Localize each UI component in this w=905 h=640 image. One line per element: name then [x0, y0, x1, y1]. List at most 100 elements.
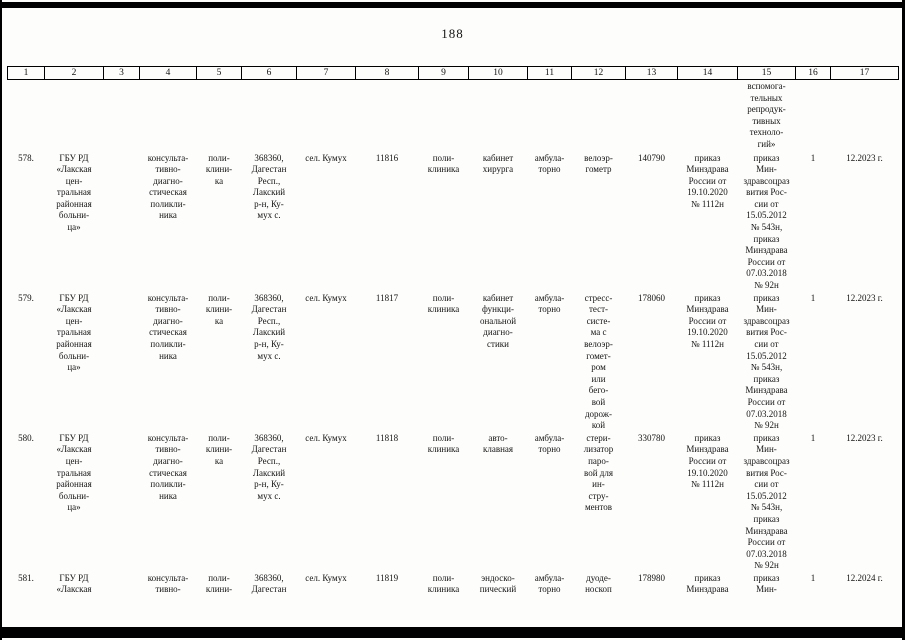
table-cell — [140, 80, 197, 152]
table-cell — [104, 80, 140, 152]
table-cell: приказ Мин- — [753, 572, 780, 595]
table-cell: 1 — [810, 432, 816, 443]
table-row-581: 581. ГБУ РД «Лакская консульта- тивно- п… — [8, 572, 899, 640]
table-cell: 178060 — [638, 292, 665, 303]
table-cell: 578. — [18, 152, 34, 163]
table-cell — [45, 80, 104, 152]
table-cell: приказ Мин- здравсоцраз вития Рос- сии о… — [743, 432, 790, 571]
column-header: 11 — [527, 66, 572, 80]
table-row-579: 579. ГБУ РД «Лакская цен- тральная район… — [8, 292, 899, 432]
table-cell: 1 — [810, 572, 816, 583]
table-cell — [104, 432, 140, 572]
column-header: 12 — [571, 66, 626, 80]
table-cell: 12.2023 г. — [846, 152, 883, 163]
table-cell: 12.2023 г. — [846, 432, 883, 443]
table-cell: поли- клини- — [205, 572, 233, 595]
table-cell: 178980 — [638, 572, 665, 583]
table-cell — [8, 80, 45, 152]
table-cell: поли- клиника — [427, 152, 460, 175]
table-cell: 330780 — [638, 432, 665, 443]
scan-edge-left — [0, 0, 2, 640]
table-cell: поли- клини- ка — [205, 292, 233, 326]
table-cell — [419, 80, 469, 152]
column-header: 17 — [830, 66, 899, 80]
scan-edge-top — [0, 2, 905, 8]
table-cell: ГБУ РД «Лакская цен- тральная районная б… — [56, 152, 92, 233]
table-cell: сел. Кумух — [305, 432, 347, 443]
table-cell: кабинет хирурга — [482, 152, 514, 175]
table-cell — [831, 80, 899, 152]
table-cell: поли- клиника — [427, 432, 460, 455]
table-cell: консульта- тивно- — [147, 572, 189, 595]
table-cell: поли- клини- ка — [205, 152, 233, 186]
column-header: 3 — [103, 66, 140, 80]
table-cell: приказ Минздрава России от 19.10.2020 № … — [686, 152, 729, 209]
table-cell: 579. — [18, 292, 34, 303]
table-cell — [297, 80, 356, 152]
table-cell: 11816 — [375, 152, 399, 163]
column-header: 13 — [625, 66, 678, 80]
table-cell: 368360, Дагестан — [251, 572, 287, 595]
table-cell — [626, 80, 678, 152]
table-cell — [469, 80, 528, 152]
table-cell — [796, 80, 831, 152]
table-cell: амбула- торно — [534, 572, 565, 595]
column-header: 1 — [7, 66, 45, 80]
table-cell: приказ Мин- здравсоцраз вития Рос- сии о… — [743, 292, 790, 431]
table-cell: ГБУ РД «Лакская цен- тральная районная б… — [56, 432, 92, 513]
table-cell — [104, 292, 140, 432]
table-row-580: 580. ГБУ РД «Лакская цен- тральная район… — [8, 432, 899, 572]
table-cell: 11819 — [375, 572, 399, 583]
table-cell: авто- клавная — [482, 432, 514, 455]
column-header: 10 — [468, 66, 528, 80]
table-cell: амбула- торно — [534, 152, 565, 175]
table-cell — [528, 80, 572, 152]
table-cell: эндоско- пический — [479, 572, 517, 595]
table-cell: сел. Кумух — [305, 152, 347, 163]
table-cell: 140790 — [638, 152, 665, 163]
table-cell: амбула- торно — [534, 292, 565, 315]
table-cell: 581. — [18, 572, 34, 583]
column-header: 7 — [296, 66, 356, 80]
table-cell: ГБУ РД «Лакская цен- тральная районная б… — [56, 292, 92, 373]
column-header: 2 — [44, 66, 104, 80]
table-cell: стресс- тест- систе- ма с велоэр- гомет-… — [584, 292, 613, 431]
table-cell: 12.2024 г. — [846, 572, 883, 583]
table-cell: сел. Кумух — [305, 292, 347, 303]
table-cell: приказ Минздрава России от 19.10.2020 № … — [686, 292, 729, 349]
column-header: 9 — [418, 66, 469, 80]
scan-edge-right — [902, 0, 905, 640]
table-cell: приказ Мин- здравсоцраз вития Рос- сии о… — [743, 152, 790, 291]
table-cell: консульта- тивно- диагно- стическая поли… — [147, 432, 189, 501]
column-header: 16 — [795, 66, 831, 80]
table-cell: стери- лизатор паро- вой для ин- стру- м… — [583, 432, 614, 513]
table-cell: поли- клиника — [427, 292, 460, 315]
table-cell: приказ Минздрава России от 19.10.2020 № … — [686, 432, 729, 490]
column-header: 4 — [139, 66, 197, 80]
column-header: 8 — [355, 66, 419, 80]
table-cell: поли- клиника — [427, 572, 460, 595]
table-cell: дуоде- носкоп — [585, 572, 612, 595]
table-cell: поли- клини- ка — [205, 432, 233, 466]
table-cell — [242, 80, 297, 152]
column-header: 6 — [241, 66, 297, 80]
table-cell: 368360, Дагестан Респ., Лакский р-н, Ку-… — [251, 432, 287, 501]
table-cell: консульта- тивно- диагно- стическая поли… — [147, 152, 189, 221]
table-cell: 12.2023 г. — [846, 292, 883, 303]
header-row: 1 2 3 4 5 6 7 8 9 10 11 12 13 14 15 16 1… — [7, 66, 899, 80]
table-cell: 11817 — [375, 292, 399, 303]
table-cell: 1 — [810, 292, 816, 303]
table-cell: 1 — [810, 152, 816, 163]
table-cell: 368360, Дагестан Респ., Лакский р-н, Ку-… — [251, 292, 287, 361]
table-cell: амбула- торно — [534, 432, 565, 455]
table-row-578: 578. ГБУ РД «Лакская цен- тральная район… — [8, 152, 899, 292]
column-header: 5 — [196, 66, 242, 80]
table-row-continuation: вспомога- тельных репродук- тивных техно… — [8, 80, 899, 152]
scan-edge-bottom — [0, 627, 905, 638]
column-header: 15 — [737, 66, 796, 80]
table-cell: велоэр- гометр — [584, 152, 613, 175]
table-cell: ГБУ РД «Лакская — [56, 572, 92, 595]
table-cell — [356, 80, 419, 152]
column-header: 14 — [677, 66, 738, 80]
